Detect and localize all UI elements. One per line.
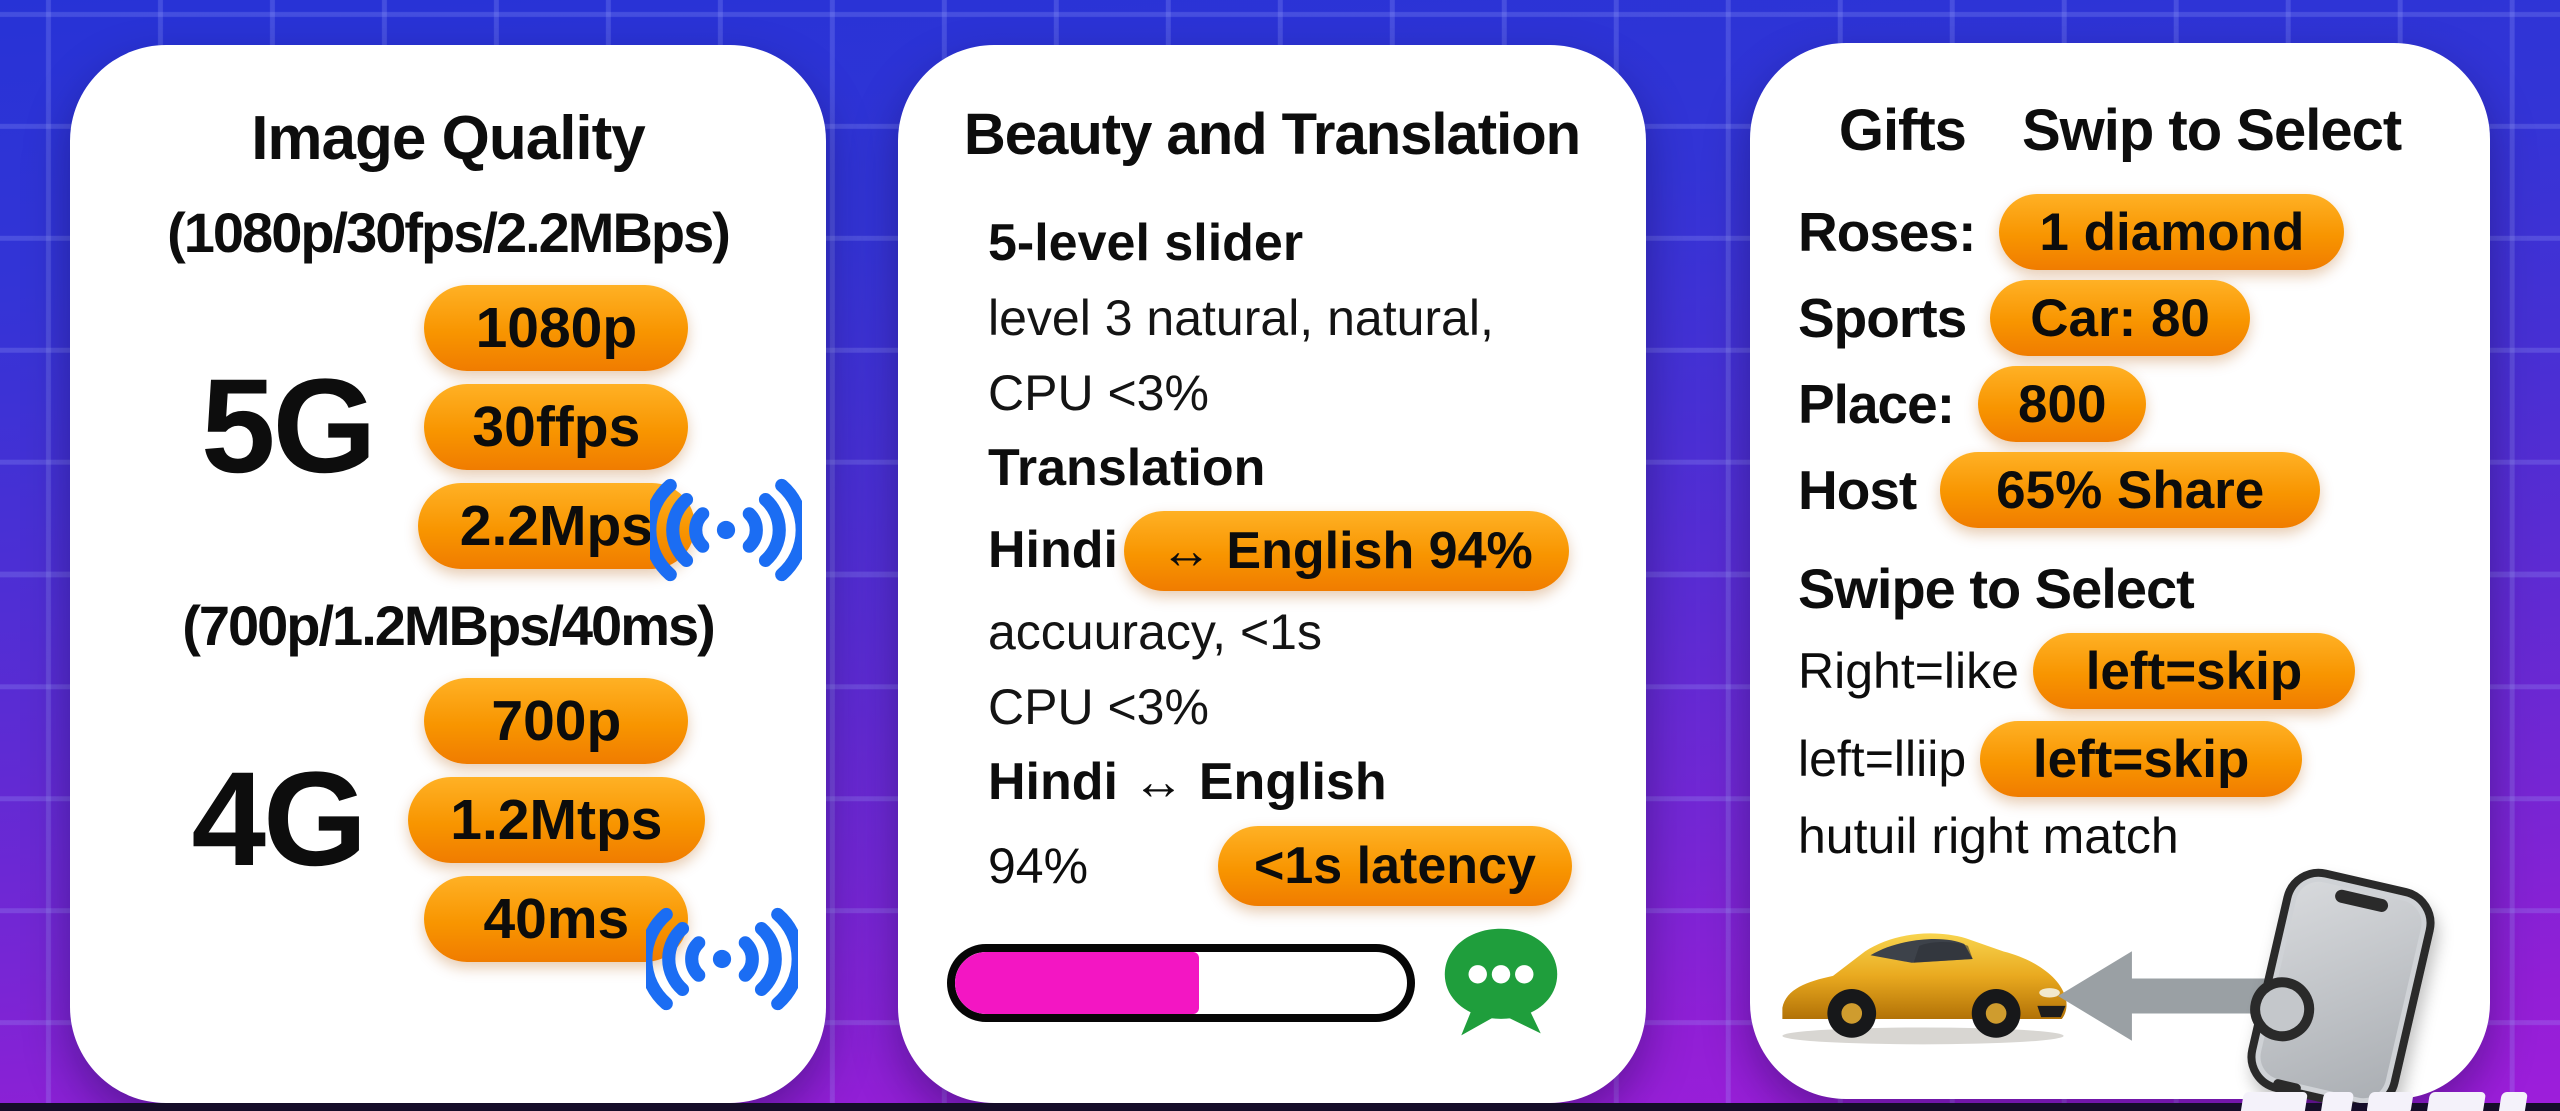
spec-pill: 1080p xyxy=(424,285,689,371)
card-body: 5-level slider level 3 natural, natural,… xyxy=(988,206,1616,907)
chat-bubble-icon xyxy=(1438,921,1564,1045)
swipe-label: left=lliip xyxy=(1798,731,1967,787)
title-swipe: Swip to Select xyxy=(2021,98,2402,163)
gift-value-pill: Car: 80 xyxy=(1990,280,2250,356)
card-beauty-translation: Beauty and Translation 5-level slider le… xyxy=(898,45,1646,1103)
spec-pill: 40ms xyxy=(424,876,689,962)
swipe-pill: left=skip xyxy=(2032,633,2355,709)
card-title: Gifts Swip to Select xyxy=(1750,97,2490,164)
network-label-4g: 4G xyxy=(191,745,368,895)
card-gifts-swipe: Gifts Swip to Select Roses: 1 diamond Sp… xyxy=(1750,43,2490,1111)
watermark-fragment xyxy=(2240,1092,2528,1111)
gift-label: Host xyxy=(1798,459,1917,521)
pill-column-4g: 700p 1.2Mtps 40ms xyxy=(408,678,705,962)
swipe-row-right: Right=like left=skip xyxy=(1798,633,2470,709)
slider-detail-line: level 3 natural, natural, xyxy=(988,290,1494,347)
language-pair-heading: Hindi ↔ English xyxy=(988,752,1387,811)
card-image-quality: Image Quality (1080p/30fps/2.2MBps) 5G 1… xyxy=(70,45,826,1103)
beauty-level-slider[interactable] xyxy=(947,944,1415,1022)
signal-broadcast-icon xyxy=(639,898,805,1020)
latency-row: 94% <1s latency xyxy=(988,826,1616,907)
swipe-label: Right=like xyxy=(1798,643,2019,699)
network-label-5g: 5G xyxy=(200,352,377,502)
gift-label: Place: xyxy=(1798,373,1955,435)
spec-pill: 30ffps xyxy=(424,384,689,470)
phone-notch xyxy=(2333,888,2390,914)
translation-heading: Translation xyxy=(988,439,1266,498)
bottom-edge-strip xyxy=(0,1103,2560,1111)
phone-icon xyxy=(2240,861,2442,1111)
cpu-line: CPU <3% xyxy=(988,365,1209,422)
signal-broadcast-icon xyxy=(643,469,809,591)
gift-label: Roses: xyxy=(1798,201,1976,263)
network-group-4g: 4G 700p 1.2Mtps 40ms xyxy=(70,678,826,1011)
gift-row-place: Place: 800 xyxy=(1798,366,2470,442)
gift-value-pill: 65% Share xyxy=(1940,452,2321,528)
card-title: Image Quality xyxy=(251,104,646,173)
pill-column-5g: 1080p 30ffps 2.2Mps xyxy=(417,285,695,569)
accuracy-line: accuuracy, <1s xyxy=(988,603,1322,660)
swipe-pill: left=skip xyxy=(1980,721,2303,797)
hindi-english-row: Hindi ↔ English 94% xyxy=(988,510,1616,591)
swipe-heading: Swipe to Select xyxy=(1798,557,2195,620)
network-group-5g: 5G 1080p 30ffps 2.2Mps xyxy=(70,285,826,582)
match-note: hutuil right match xyxy=(1798,808,2179,864)
slider-heading: 5-level slider xyxy=(988,214,1304,272)
hindi-label: Hindi xyxy=(988,521,1118,580)
swipe-row-left: left=lliip left=skip xyxy=(1798,721,2470,797)
gold-sports-car-image xyxy=(1768,899,2078,1049)
progress-fill xyxy=(955,952,1200,1014)
cpu-line-2: CPU <3% xyxy=(988,678,1209,735)
gift-row-sports: Sports Car: 80 xyxy=(1798,280,2470,356)
gift-value-pill: 1 diamond xyxy=(1999,194,2345,270)
gift-row-host: Host 65% Share xyxy=(1798,452,2470,528)
gift-label: Sports xyxy=(1798,287,1967,349)
card-body: Roses: 1 diamond Sports Car: 80 Place: 8… xyxy=(1798,194,2470,865)
english-accuracy-pill: ↔ English 94% xyxy=(1123,510,1569,591)
swipe-left-arrow-icon xyxy=(2058,949,2272,1043)
spec-pill: 2.2Mps xyxy=(417,483,695,569)
title-gifts: Gifts xyxy=(1838,98,1967,163)
spec-pill: 700p xyxy=(424,678,689,764)
spec-subtitle-4g: (700p/1.2MBps/40ms) xyxy=(182,594,716,657)
accuracy-value: 94% xyxy=(988,838,1089,895)
gift-row-roses: Roses: 1 diamond xyxy=(1798,194,2470,270)
latency-pill: <1s latency xyxy=(1218,826,1572,907)
card-title: Beauty and Translation xyxy=(963,102,1581,167)
spec-pill: 1.2Mtps xyxy=(408,777,705,863)
gift-value-pill: 800 xyxy=(1978,366,2147,442)
spec-subtitle-5g: (1080p/30fps/2.2MBps) xyxy=(167,201,731,264)
